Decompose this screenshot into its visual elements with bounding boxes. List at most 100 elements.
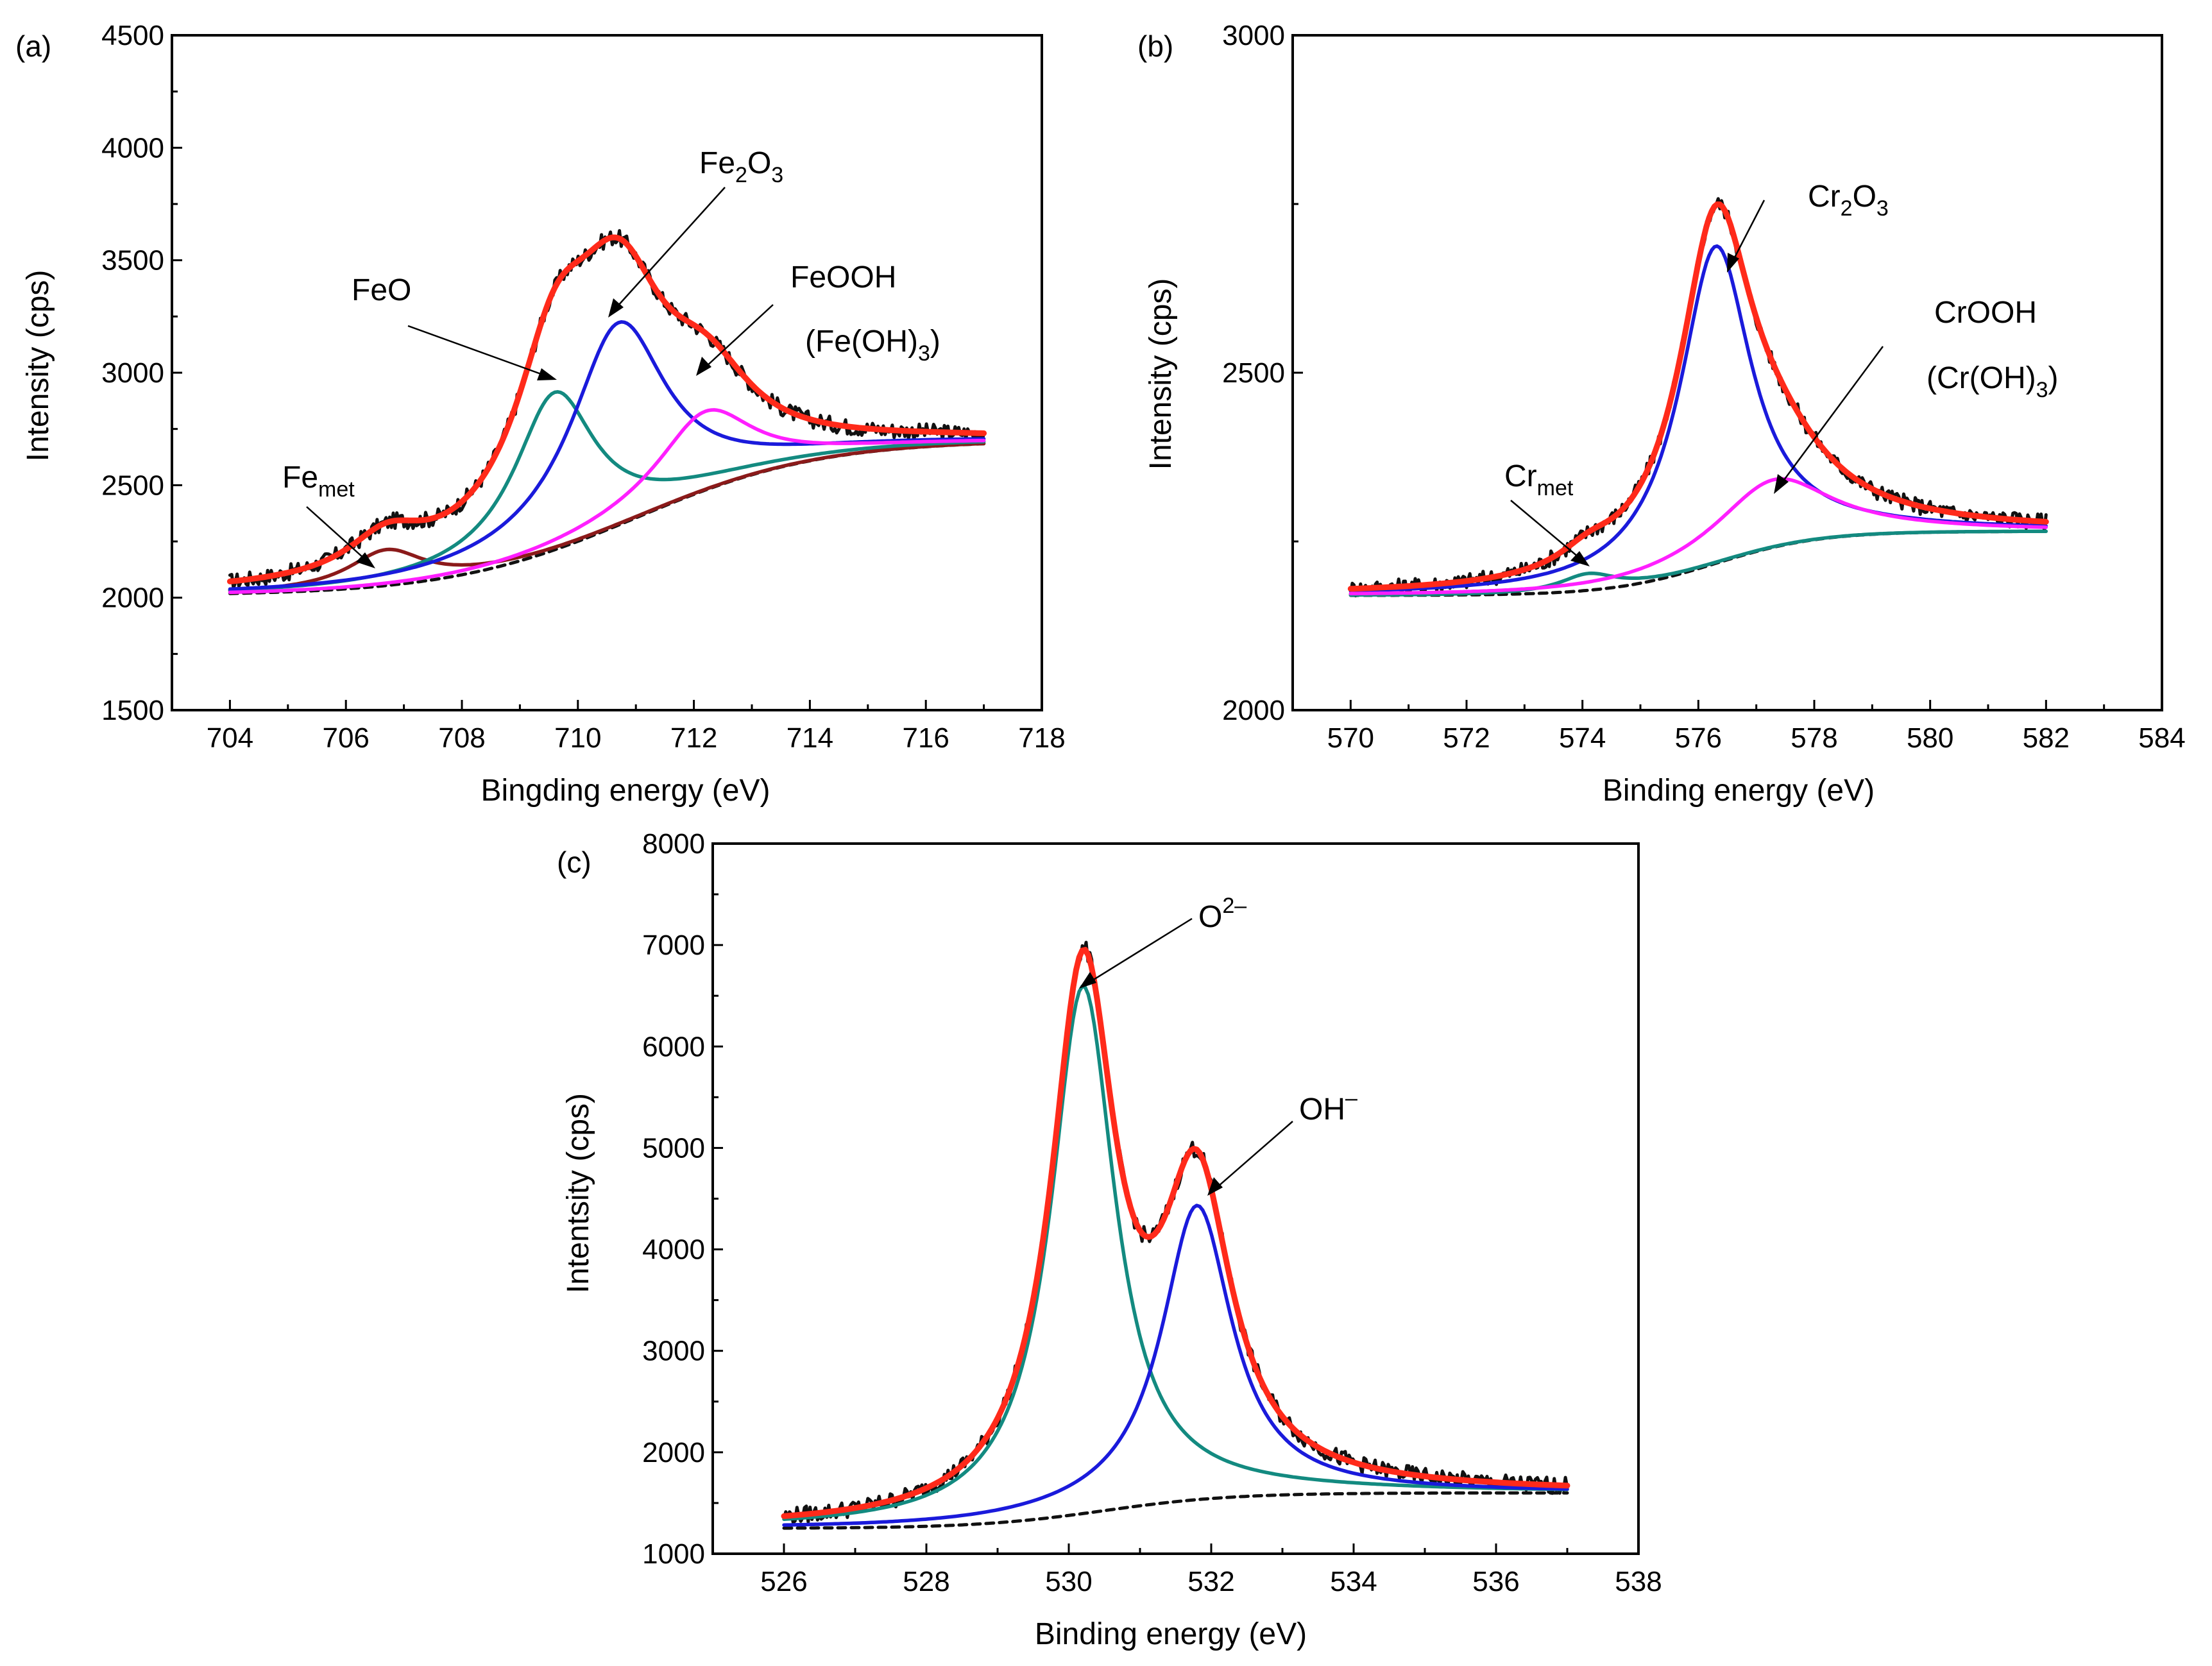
annotation-fe-met-sub: met [318,477,355,502]
x-axis-title-b: Binding energy (eV) [1603,774,1875,808]
arrowhead-cr-met [1570,551,1590,566]
axis-ticks-c: 526 528 530 532 534 536 538 1000 2000 3000 4000 500… [642,828,1662,1597]
arrow-fe2o3 [617,187,726,307]
arrow-o2 [1090,917,1193,983]
annotation-o2-sup: 2– [1222,894,1246,918]
svg-text:OH–: OH– [1299,1086,1357,1126]
x-tick-label-b: 580 [1907,722,1953,754]
annotation-oh-sup: – [1345,1086,1357,1110]
annotation-cr2o3: Cr2O3 [1727,180,1889,273]
x-tick-label-c: 534 [1330,1566,1377,1597]
axis-ticks-b: 570 572 574 576 578 580 582 584 2000 2500 3000 [1222,20,2186,754]
svg-text:O2–: O2– [1198,894,1246,934]
svg-text:Crmet: Crmet [1504,459,1574,500]
y-tick-label-c: 8000 [642,828,705,860]
annotation-feooh-line2: (Fe(OH) [805,325,918,359]
y-tick-label-b: 3000 [1222,20,1285,51]
arrow-feooh [705,304,774,368]
annotation-cr2o3-sub3: 3 [1876,196,1889,221]
annotation-feo: FeO [352,273,557,380]
annotation-cr2o3-o: O [1853,180,1876,214]
panel-label-c: (c) [557,846,591,879]
annotation-crooh-label: CrOOH [1934,296,2037,330]
annotation-fe2o3: Fe2O3 [608,146,783,318]
series-fit-envelope-c [781,947,1570,1519]
arrowhead-cr2o3 [1727,253,1739,273]
x-tick-label-b: 584 [2138,722,2185,754]
panel-b: (b) Intensity (cps) Binding energy (eV) … [1137,20,2186,808]
y-tick-label-a: 4500 [101,20,164,51]
annotation-fe2o3-o: O [747,146,771,180]
series-background-c [782,1491,1569,1530]
x-tick-label-a: 714 [787,722,833,754]
arrow-cr2o3 [1732,200,1765,260]
annotation-cr-met-sub: met [1537,476,1574,500]
x-tick-label-a: 710 [554,722,601,754]
y-tick-label-a: 2500 [101,470,164,501]
y-tick-label-b: 2500 [1222,357,1285,389]
x-tick-label-b: 576 [1675,722,1722,754]
x-tick-label-c: 532 [1187,1566,1234,1597]
y-tick-label-a: 3000 [101,357,164,389]
y-axis-title-c: Intentsity (cps) [561,1093,595,1293]
panel-a: (a) Intensity (cps) Bingding energy (eV)… [15,20,1066,808]
x-tick-label-b: 570 [1327,722,1374,754]
y-tick-label-a: 2000 [101,582,164,614]
arrow-feo [407,325,543,376]
y-tick-label-c: 1000 [642,1538,705,1570]
series-component-o2--c [782,984,1569,1521]
annotation-cr2o3-sub2: 2 [1841,196,1853,221]
x-axis-title-c: Binding energy (eV) [1035,1617,1307,1651]
x-tick-label-b: 572 [1443,722,1490,754]
annotation-feooh-label: FeOOH [790,260,896,294]
svg-text:(Cr(OH)3): (Cr(OH)3) [1927,361,2059,402]
x-tick-label-a: 706 [322,722,369,754]
arrowhead-o2 [1079,972,1096,989]
svg-text:Cr2O3: Cr2O3 [1808,180,1889,221]
series-component-fe-met-a [228,441,986,593]
arrow-crooh [1781,346,1884,483]
plot-frame-a [171,34,1043,711]
annotation-feo-label: FeO [352,273,411,307]
annotation-fe-met-main: Fe [282,461,318,495]
annotation-fe2o3-fe: Fe [699,146,735,180]
x-axis-title-a: Bingding energy (eV) [481,774,770,808]
annotation-o2: O2– [1079,894,1246,989]
series-component-cr-met-b [1348,529,2048,597]
x-tick-label-c: 538 [1615,1566,1662,1597]
arrowhead-feooh [696,357,711,376]
y-tick-label-c: 7000 [642,930,705,961]
annotation-feooh-line2-sub: 3 [918,341,930,366]
svg-text:(Fe(OH)3): (Fe(OH)3) [805,325,940,366]
annotation-oh-main: OH [1299,1092,1345,1126]
annotation-cr-met: Crmet [1504,459,1590,566]
annotation-o2-main: O [1198,900,1222,934]
arrowhead-fe-met [356,552,375,568]
series-raw-data-c [782,940,1569,1525]
x-tick-label-b: 582 [2023,722,2070,754]
arrowhead-fe2o3 [608,298,624,318]
panel-c: (c) Intentsity (cps) Binding energy (eV)… [557,828,1662,1651]
y-tick-label-c: 3000 [642,1336,705,1367]
svg-text:Femet: Femet [282,461,355,502]
curves-c [781,940,1570,1530]
x-tick-label-a: 718 [1018,722,1065,754]
annotation-crooh-line2-end: ) [2048,361,2059,395]
curves-b [1347,197,2049,598]
x-tick-label-b: 574 [1559,722,1606,754]
arrow-oh [1217,1121,1293,1187]
y-tick-label-c: 4000 [642,1234,705,1266]
annotation-feooh-line2-end: ) [930,325,940,359]
y-tick-label-c: 5000 [642,1132,705,1164]
axis-ticks-a: 704 706 708 710 712 714 716 718 1500 2000 2500 3000… [101,20,1066,754]
x-tick-label-c: 530 [1045,1566,1092,1597]
annotation-crooh-line2-sub: 3 [2036,378,2048,402]
annotation-fe2o3-sub2: 2 [735,163,747,187]
curves-a [226,229,987,595]
x-tick-label-c: 536 [1472,1566,1519,1597]
annotation-crooh: CrOOH (Cr(OH)3) [1774,296,2059,494]
svg-text:Fe2O3: Fe2O3 [699,146,783,187]
series-component-feooh-fe-oh-3--a [228,408,986,595]
annotation-fe-met: Femet [282,461,375,568]
